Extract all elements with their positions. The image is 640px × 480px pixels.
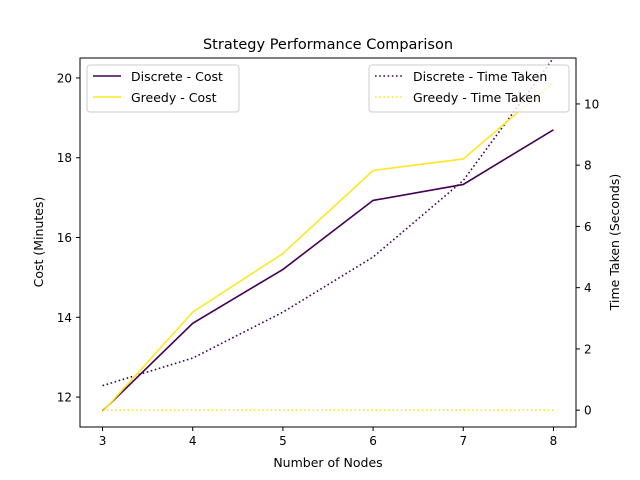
x-tick-label: 6 bbox=[369, 434, 377, 448]
left-y-tick-label: 14 bbox=[57, 311, 72, 325]
right-y-tick-label: 2 bbox=[584, 342, 592, 356]
series-line-discrete-cost bbox=[101, 129, 554, 412]
left-y-tick-label: 20 bbox=[57, 71, 72, 85]
legend-right-box bbox=[368, 64, 570, 113]
right-y-tick-label: 4 bbox=[584, 281, 592, 295]
legend-label-discrete-cost: Discrete - Cost bbox=[131, 69, 223, 84]
legend-label-greedy-time: Greedy - Time Taken bbox=[413, 90, 541, 105]
right-y-tick-label: 8 bbox=[584, 159, 592, 173]
legend-right: Discrete - Time Taken Greedy - Time Take… bbox=[368, 64, 570, 113]
plot-lines bbox=[101, 58, 555, 413]
left-y-tick-label: 16 bbox=[57, 231, 72, 245]
left-y-tick-label: 18 bbox=[57, 151, 72, 165]
legend-left: Discrete - Cost Greedy - Cost bbox=[86, 64, 240, 113]
legend-label-greedy-cost: Greedy - Cost bbox=[131, 90, 217, 105]
left-y-tick-label: 12 bbox=[57, 391, 72, 405]
left-y-axis-ticks: 12 14 16 18 20 bbox=[57, 71, 80, 405]
axes-frame bbox=[79, 57, 577, 428]
x-tick-label: 5 bbox=[279, 434, 287, 448]
x-axis-label: Number of Nodes bbox=[273, 455, 382, 470]
x-tick-label: 7 bbox=[459, 434, 467, 448]
right-y-axis-ticks: 0 2 4 6 8 10 bbox=[576, 97, 599, 418]
right-y-tick-label: 10 bbox=[584, 97, 599, 111]
legend-left-box bbox=[86, 64, 240, 113]
series-line-greedy-cost bbox=[101, 81, 554, 413]
x-tick-label: 4 bbox=[189, 434, 197, 448]
series-line-discrete-time-taken bbox=[102, 58, 555, 387]
chart-title: Strategy Performance Comparison bbox=[203, 37, 453, 53]
right-y-axis-label: Time Taken (Seconds) bbox=[607, 174, 622, 311]
left-y-axis-label: Cost (Minutes) bbox=[31, 197, 46, 288]
x-tick-label: 8 bbox=[550, 434, 558, 448]
right-y-tick-label: 0 bbox=[584, 404, 592, 418]
x-tick-label: 3 bbox=[99, 434, 107, 448]
right-y-tick-label: 6 bbox=[584, 220, 592, 234]
legend-label-discrete-time: Discrete - Time Taken bbox=[413, 69, 547, 84]
x-axis-ticks: 3 4 5 6 7 8 bbox=[99, 427, 558, 448]
